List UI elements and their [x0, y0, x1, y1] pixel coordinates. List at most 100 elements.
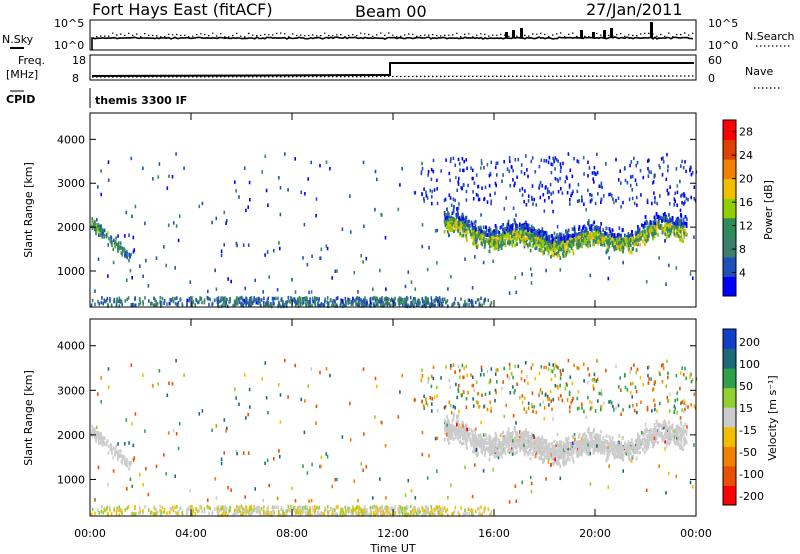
power-cell — [357, 290, 359, 294]
power-cell — [683, 235, 685, 239]
power-cell — [591, 236, 594, 240]
power-cell — [161, 296, 164, 301]
power-cell — [198, 204, 201, 209]
power-cell — [373, 295, 376, 300]
power-cell — [126, 278, 128, 282]
power-cell — [481, 303, 484, 307]
power-cell — [282, 304, 285, 309]
power-cell — [608, 234, 610, 238]
power-cell — [418, 298, 420, 303]
power-cell — [114, 240, 117, 244]
power-cell — [482, 260, 485, 265]
power-cell — [551, 249, 553, 253]
power-cell — [324, 299, 326, 304]
nsearch-tick-top: 10^5 — [708, 17, 738, 30]
power-cell — [508, 225, 510, 229]
power-cell — [634, 242, 636, 247]
power-cell — [186, 303, 188, 307]
power-cell — [480, 241, 483, 245]
power-cell — [379, 300, 381, 304]
power-cell — [278, 176, 280, 180]
power-cell — [665, 235, 668, 240]
power-cell — [384, 236, 387, 240]
power-cell — [665, 282, 667, 286]
power-cell — [380, 303, 382, 307]
power-cell — [100, 300, 103, 305]
power-cell — [121, 253, 124, 257]
power-cell — [465, 215, 468, 220]
power-cell — [457, 229, 459, 233]
power-cell — [546, 235, 549, 240]
power-cell — [496, 242, 498, 246]
power-cell — [163, 301, 165, 305]
power-cell — [465, 228, 468, 232]
power-cell — [286, 300, 288, 304]
power-cell — [621, 245, 623, 250]
power-cell — [437, 302, 439, 306]
power-cell — [224, 296, 226, 300]
power-cell — [250, 303, 253, 307]
power-cell — [244, 286, 246, 291]
power-cell — [112, 260, 115, 265]
power-cell — [129, 269, 132, 273]
power-cell — [238, 195, 240, 199]
power-cell — [248, 303, 250, 307]
power-cell — [107, 160, 110, 164]
power-cell — [434, 303, 436, 308]
power-cell — [95, 227, 98, 232]
power-cell — [331, 276, 333, 280]
power-cell — [374, 207, 376, 212]
power-cell — [174, 266, 176, 270]
power-cell — [166, 186, 169, 190]
power-cell — [481, 229, 484, 234]
power-cell — [471, 300, 474, 304]
power-cell — [438, 302, 441, 307]
power-cell — [632, 242, 635, 247]
power-cell — [447, 225, 450, 230]
power-cell — [538, 243, 541, 247]
power-cell — [329, 298, 332, 303]
power-cell — [630, 251, 633, 255]
power-cell — [125, 210, 128, 215]
power-cell — [483, 299, 486, 303]
nsky-spike — [512, 30, 515, 38]
power-cell — [264, 253, 266, 257]
power-cell — [502, 232, 504, 236]
power-cell — [299, 297, 302, 301]
power-cell — [604, 238, 607, 242]
power-cell — [683, 224, 685, 228]
power-cell — [541, 238, 544, 242]
power-cell — [402, 302, 404, 307]
power-cell — [563, 254, 566, 258]
power-cell — [458, 219, 460, 224]
power-cell — [357, 303, 359, 308]
power-cell — [267, 203, 269, 207]
power-cell — [488, 230, 491, 235]
power-cell — [459, 226, 462, 231]
power-cell — [165, 263, 167, 268]
power-cell — [131, 214, 133, 218]
power-cell — [100, 192, 102, 197]
power-cell — [536, 231, 538, 235]
power-cell — [436, 228, 439, 233]
power-cell — [277, 296, 279, 301]
power-cell — [213, 298, 216, 302]
power-cell — [501, 234, 503, 239]
power-cell — [610, 232, 613, 236]
power-cell — [647, 226, 649, 230]
power-cell — [139, 297, 141, 301]
power-cell — [559, 247, 562, 252]
power-cell — [115, 300, 118, 305]
power-cell — [159, 295, 162, 300]
power-cell — [581, 244, 583, 249]
power-cell — [583, 224, 586, 229]
power-cell — [130, 303, 133, 307]
power-cell — [360, 300, 362, 304]
power-cell — [505, 229, 508, 233]
power-cell — [236, 301, 239, 306]
power-cell — [155, 256, 158, 260]
power-cell — [495, 227, 497, 232]
power-cell — [652, 223, 654, 228]
power-cell — [190, 296, 192, 300]
power-cell — [455, 218, 457, 222]
